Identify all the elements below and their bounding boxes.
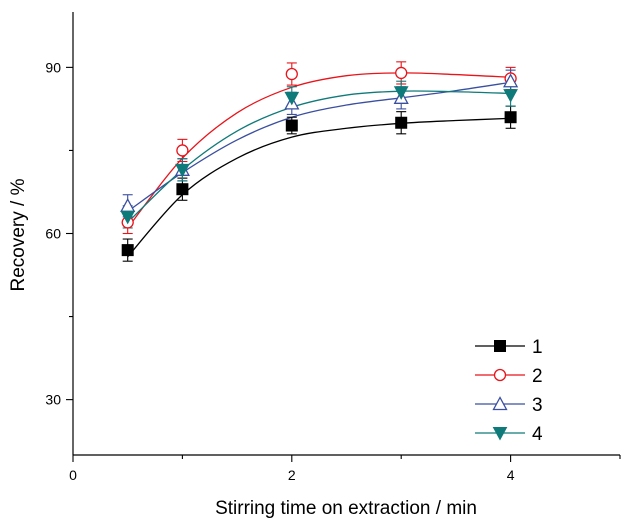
y-tick-label: 30	[45, 392, 61, 408]
data-point-series-4	[503, 89, 518, 103]
data-markers	[120, 66, 519, 257]
data-point-series-3	[503, 73, 519, 88]
x-tick-label: 4	[507, 467, 515, 483]
legend-label: 3	[532, 395, 543, 416]
data-point-series-2	[285, 67, 298, 81]
legend-label: 2	[532, 366, 543, 387]
data-point-series-4	[120, 210, 136, 225]
x-tick-label: 0	[69, 467, 77, 483]
data-point-series-2	[395, 66, 408, 80]
legend-entry-4: 4	[475, 424, 543, 445]
legend-entry-3: 3	[475, 395, 543, 416]
data-point-series-1	[504, 111, 517, 124]
legend-marker	[492, 427, 508, 441]
legend-marker	[492, 396, 508, 411]
data-point-series-1	[121, 244, 134, 257]
data-point-series-4	[175, 163, 190, 178]
x-axis-title: Stirring time on extraction / min	[215, 498, 477, 519]
data-point-series-2	[176, 144, 189, 157]
data-point-series-4	[393, 86, 409, 100]
data-point-series-1	[285, 119, 298, 132]
y-axis-title: Recovery / %	[8, 178, 29, 291]
legend: 1 2 3 4	[475, 337, 543, 445]
legend-marker	[493, 368, 507, 382]
legend-marker	[494, 340, 506, 352]
data-point-series-1	[176, 183, 189, 196]
legend-entry-2: 2	[475, 366, 543, 387]
y-tick-label: 60	[45, 226, 61, 242]
data-point-series-1	[395, 116, 408, 129]
data-point-series-4	[284, 91, 300, 106]
axes: 0 2 4 30 60 90	[45, 12, 621, 483]
legend-entry-1: 1	[475, 337, 543, 358]
x-tick-label: 2	[288, 467, 296, 483]
legend-label: 1	[532, 337, 543, 358]
y-tick-label: 90	[45, 59, 61, 75]
legend-label: 4	[532, 424, 543, 445]
